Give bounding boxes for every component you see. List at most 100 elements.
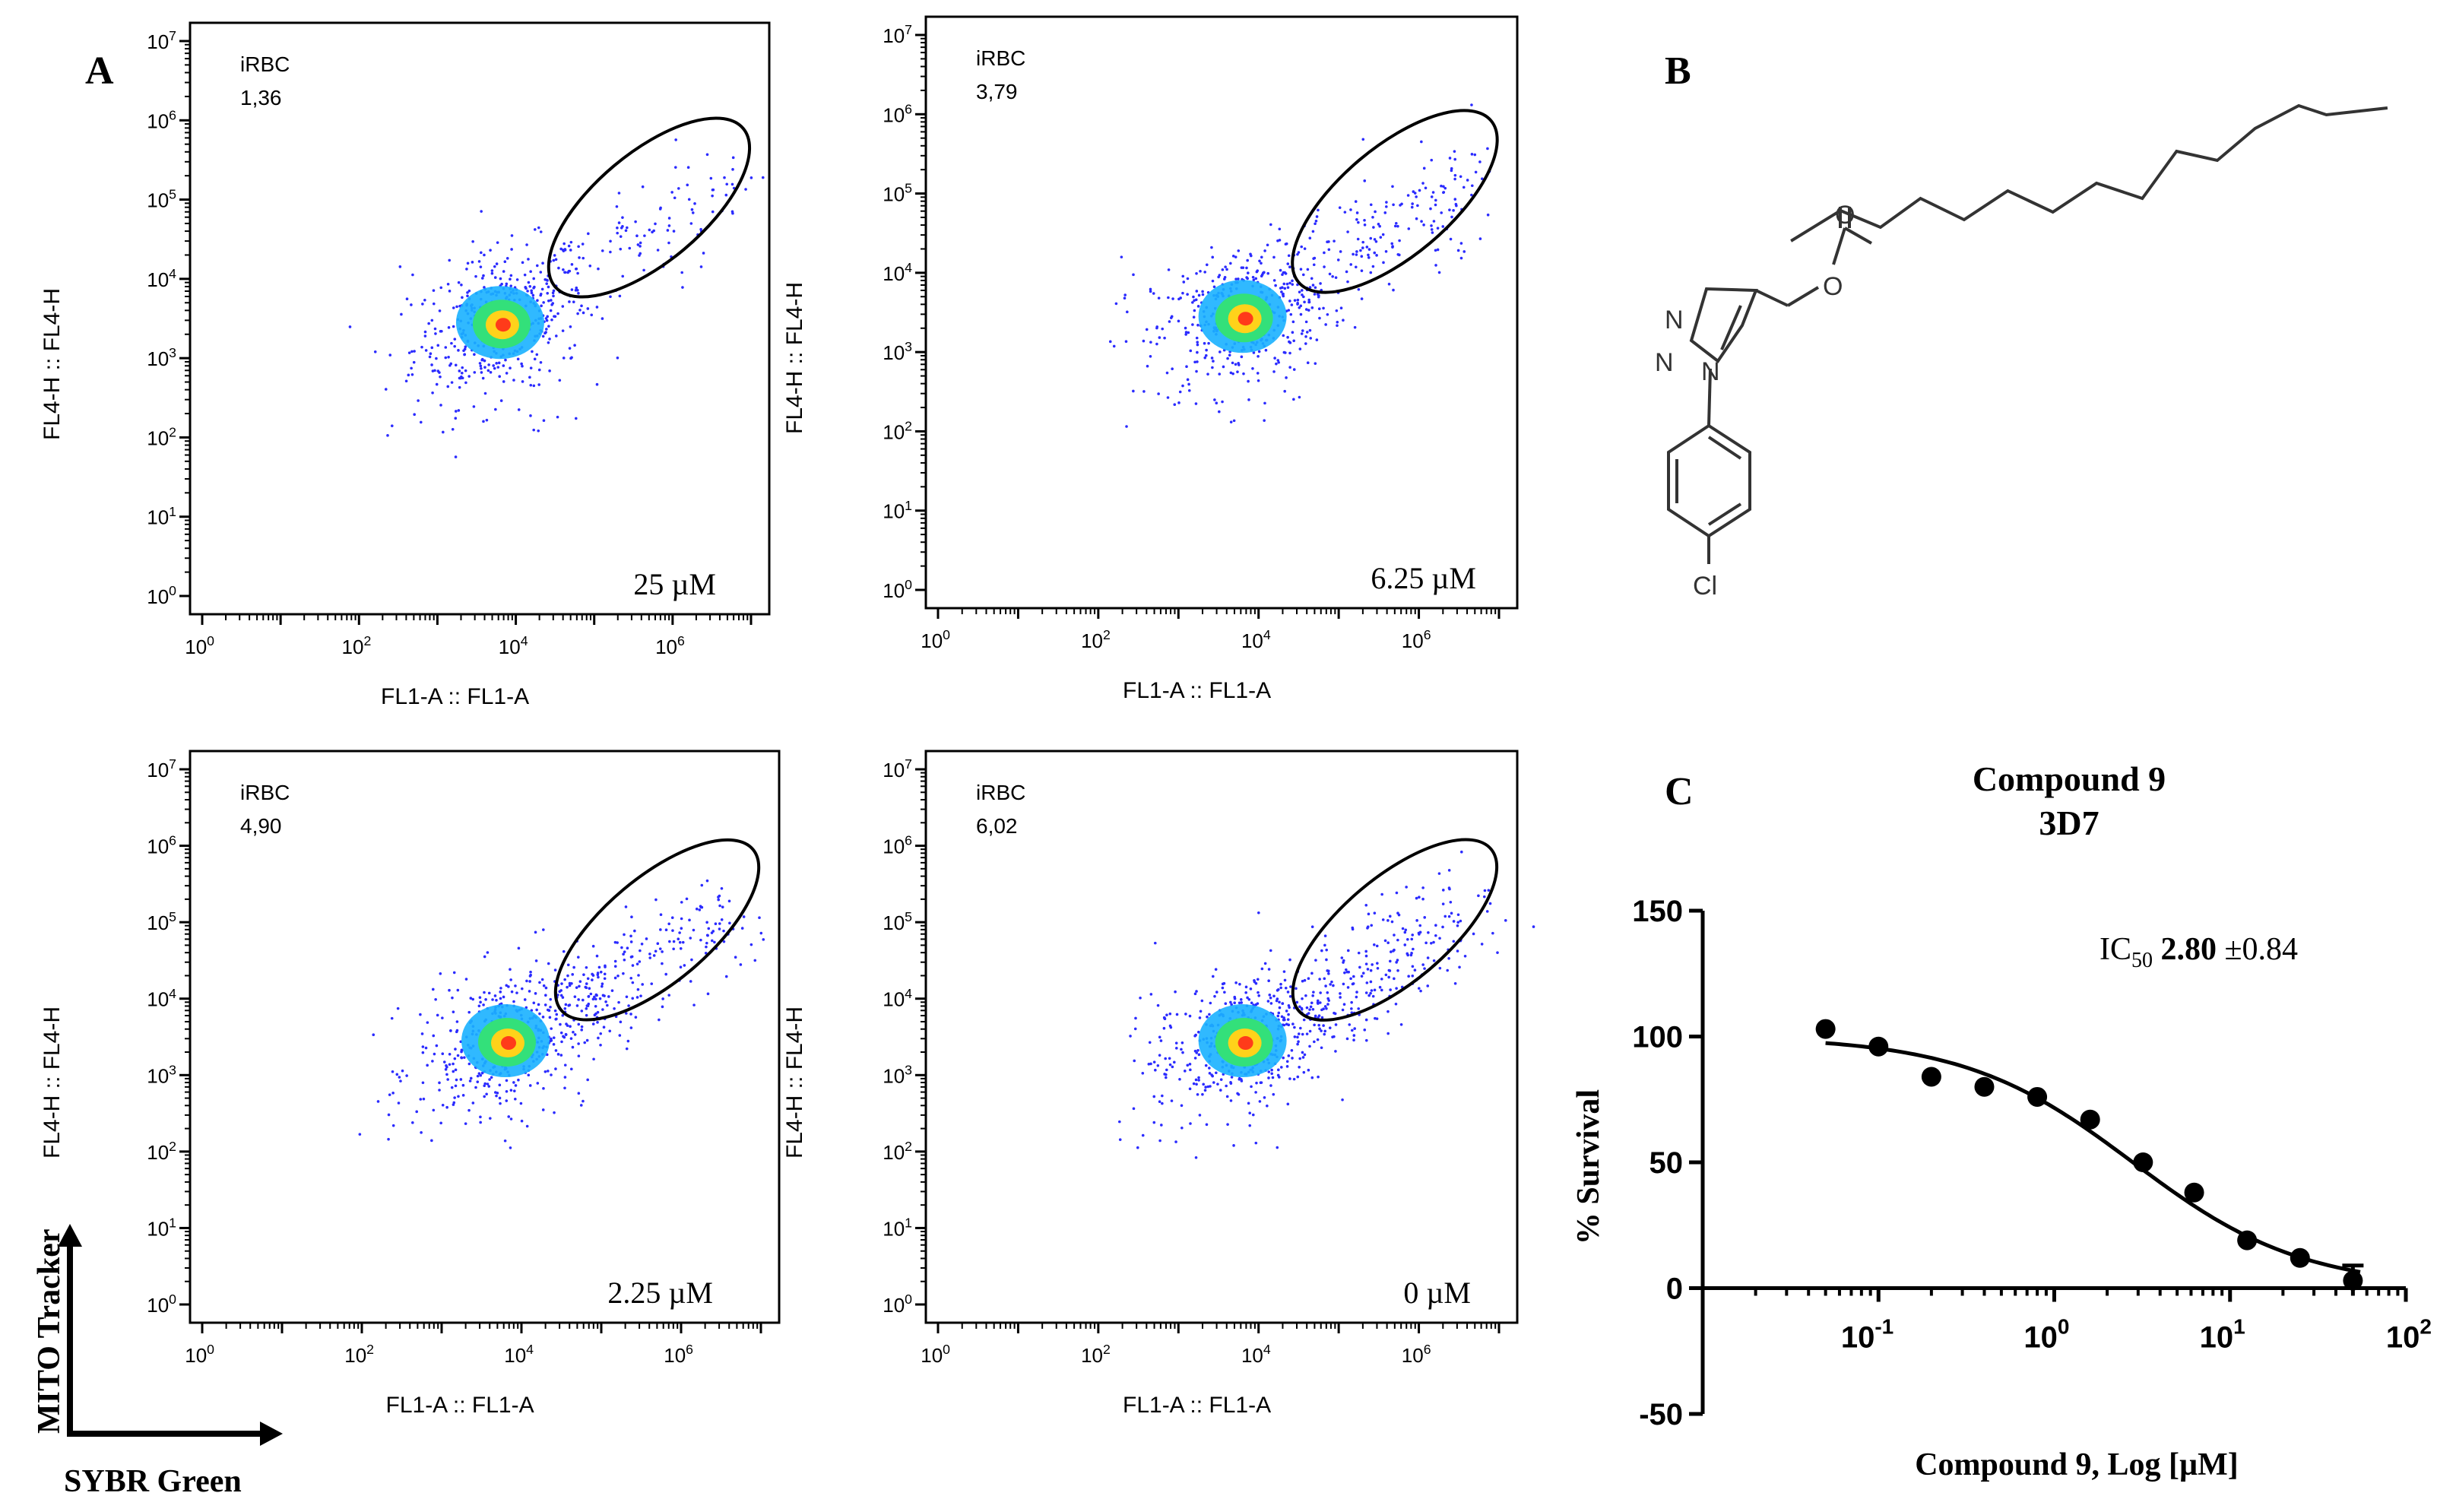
concentration-label: 25 µM: [633, 567, 716, 601]
event-dot: [1298, 290, 1301, 293]
event-dot: [524, 287, 528, 290]
event-dot: [1204, 353, 1208, 357]
event-dot: [1318, 1027, 1321, 1031]
event-dot: [654, 949, 658, 953]
event-dot: [603, 994, 606, 997]
event-dot: [1324, 984, 1327, 987]
event-dot: [1126, 310, 1129, 314]
event-dot: [1392, 288, 1395, 292]
event-dot: [447, 356, 450, 359]
event-dot: [1430, 228, 1434, 231]
event-dot: [1195, 990, 1198, 993]
event-dot: [610, 989, 614, 992]
event-dot: [1307, 309, 1310, 312]
event-dot: [473, 371, 477, 374]
event-dot: [504, 358, 507, 362]
event-dot: [1410, 937, 1414, 941]
event-dot: [1412, 947, 1415, 951]
event-dot: [1364, 991, 1368, 994]
event-dot: [597, 975, 600, 979]
event-dot: [1349, 977, 1352, 981]
event-dot: [1237, 249, 1241, 252]
event-dot: [710, 939, 714, 943]
event-dot: [1249, 987, 1253, 991]
event-dot: [1364, 1038, 1368, 1042]
event-dot: [410, 366, 413, 370]
event-dot: [1250, 1001, 1253, 1005]
event-dot: [1167, 296, 1170, 300]
event-dot: [1390, 950, 1393, 953]
event-dot: [554, 1067, 557, 1070]
event-dot: [1416, 204, 1419, 208]
chart-subtitle: 3D7: [2039, 804, 2099, 842]
event-dot: [1315, 338, 1319, 341]
event-dot: [1355, 253, 1358, 256]
y-tick-label: 103: [147, 345, 176, 370]
event-dot: [1251, 367, 1254, 370]
event-dot: [1187, 388, 1191, 392]
event-dot: [415, 1110, 419, 1114]
event-dot: [1346, 280, 1349, 284]
event-dot: [544, 986, 548, 990]
event-dot: [452, 325, 455, 328]
event-dot: [1269, 996, 1272, 1000]
event-dot: [489, 1117, 492, 1120]
event-dot: [463, 1056, 466, 1059]
event-dot: [489, 249, 492, 252]
event-dot: [1440, 211, 1443, 214]
event-dot: [435, 382, 439, 386]
event-dot: [1415, 896, 1418, 900]
event-dot: [1341, 1008, 1345, 1012]
event-dot: [1158, 1139, 1161, 1143]
event-dot: [1380, 988, 1383, 992]
event-dot: [421, 303, 424, 306]
event-dot: [1173, 1060, 1176, 1064]
event-dot: [566, 974, 569, 978]
event-dot: [616, 356, 620, 360]
event-dot: [471, 261, 474, 264]
event-dot: [548, 338, 551, 341]
y-tick-label: 105: [147, 187, 176, 212]
event-dot: [1367, 912, 1371, 916]
event-dot: [1148, 1041, 1152, 1044]
event-dot: [1197, 1053, 1201, 1057]
event-dot: [1394, 1002, 1398, 1006]
y-tick-label: 100: [883, 1292, 912, 1317]
event-dot: [1320, 949, 1323, 953]
event-dot: [1193, 1034, 1196, 1038]
event-dot: [619, 247, 623, 251]
event-dot: [1345, 970, 1349, 974]
event-dot: [1237, 277, 1240, 281]
event-dot: [590, 313, 594, 317]
event-dot: [1326, 997, 1329, 1000]
event-dot: [1192, 1082, 1196, 1086]
event-dot: [1424, 186, 1428, 190]
y-tick-label: 101: [147, 504, 176, 529]
event-dot: [558, 379, 562, 382]
event-dot: [1441, 225, 1445, 228]
event-dot: [460, 283, 463, 287]
event-dot: [1254, 1003, 1258, 1006]
event-dot: [1314, 222, 1317, 226]
event-dot: [677, 187, 680, 190]
event-dot: [659, 913, 663, 917]
event-dot: [562, 268, 565, 271]
event-dot: [1446, 968, 1450, 972]
event-dot: [1453, 198, 1457, 201]
event-dot: [521, 364, 524, 368]
event-dot: [532, 384, 536, 388]
event-dot: [568, 300, 571, 303]
event-dot: [1376, 967, 1380, 970]
event-dot: [1276, 359, 1280, 362]
event-dot: [1238, 982, 1241, 986]
x-tick-label: 104: [504, 1342, 534, 1367]
event-dot: [471, 997, 475, 1001]
event-dot: [469, 1076, 473, 1080]
event-dot: [1279, 982, 1282, 986]
event-dot: [563, 1076, 567, 1079]
event-dot: [1188, 1087, 1192, 1091]
event-dot: [1288, 281, 1291, 285]
event-dot: [534, 992, 537, 995]
event-dot: [678, 931, 681, 934]
